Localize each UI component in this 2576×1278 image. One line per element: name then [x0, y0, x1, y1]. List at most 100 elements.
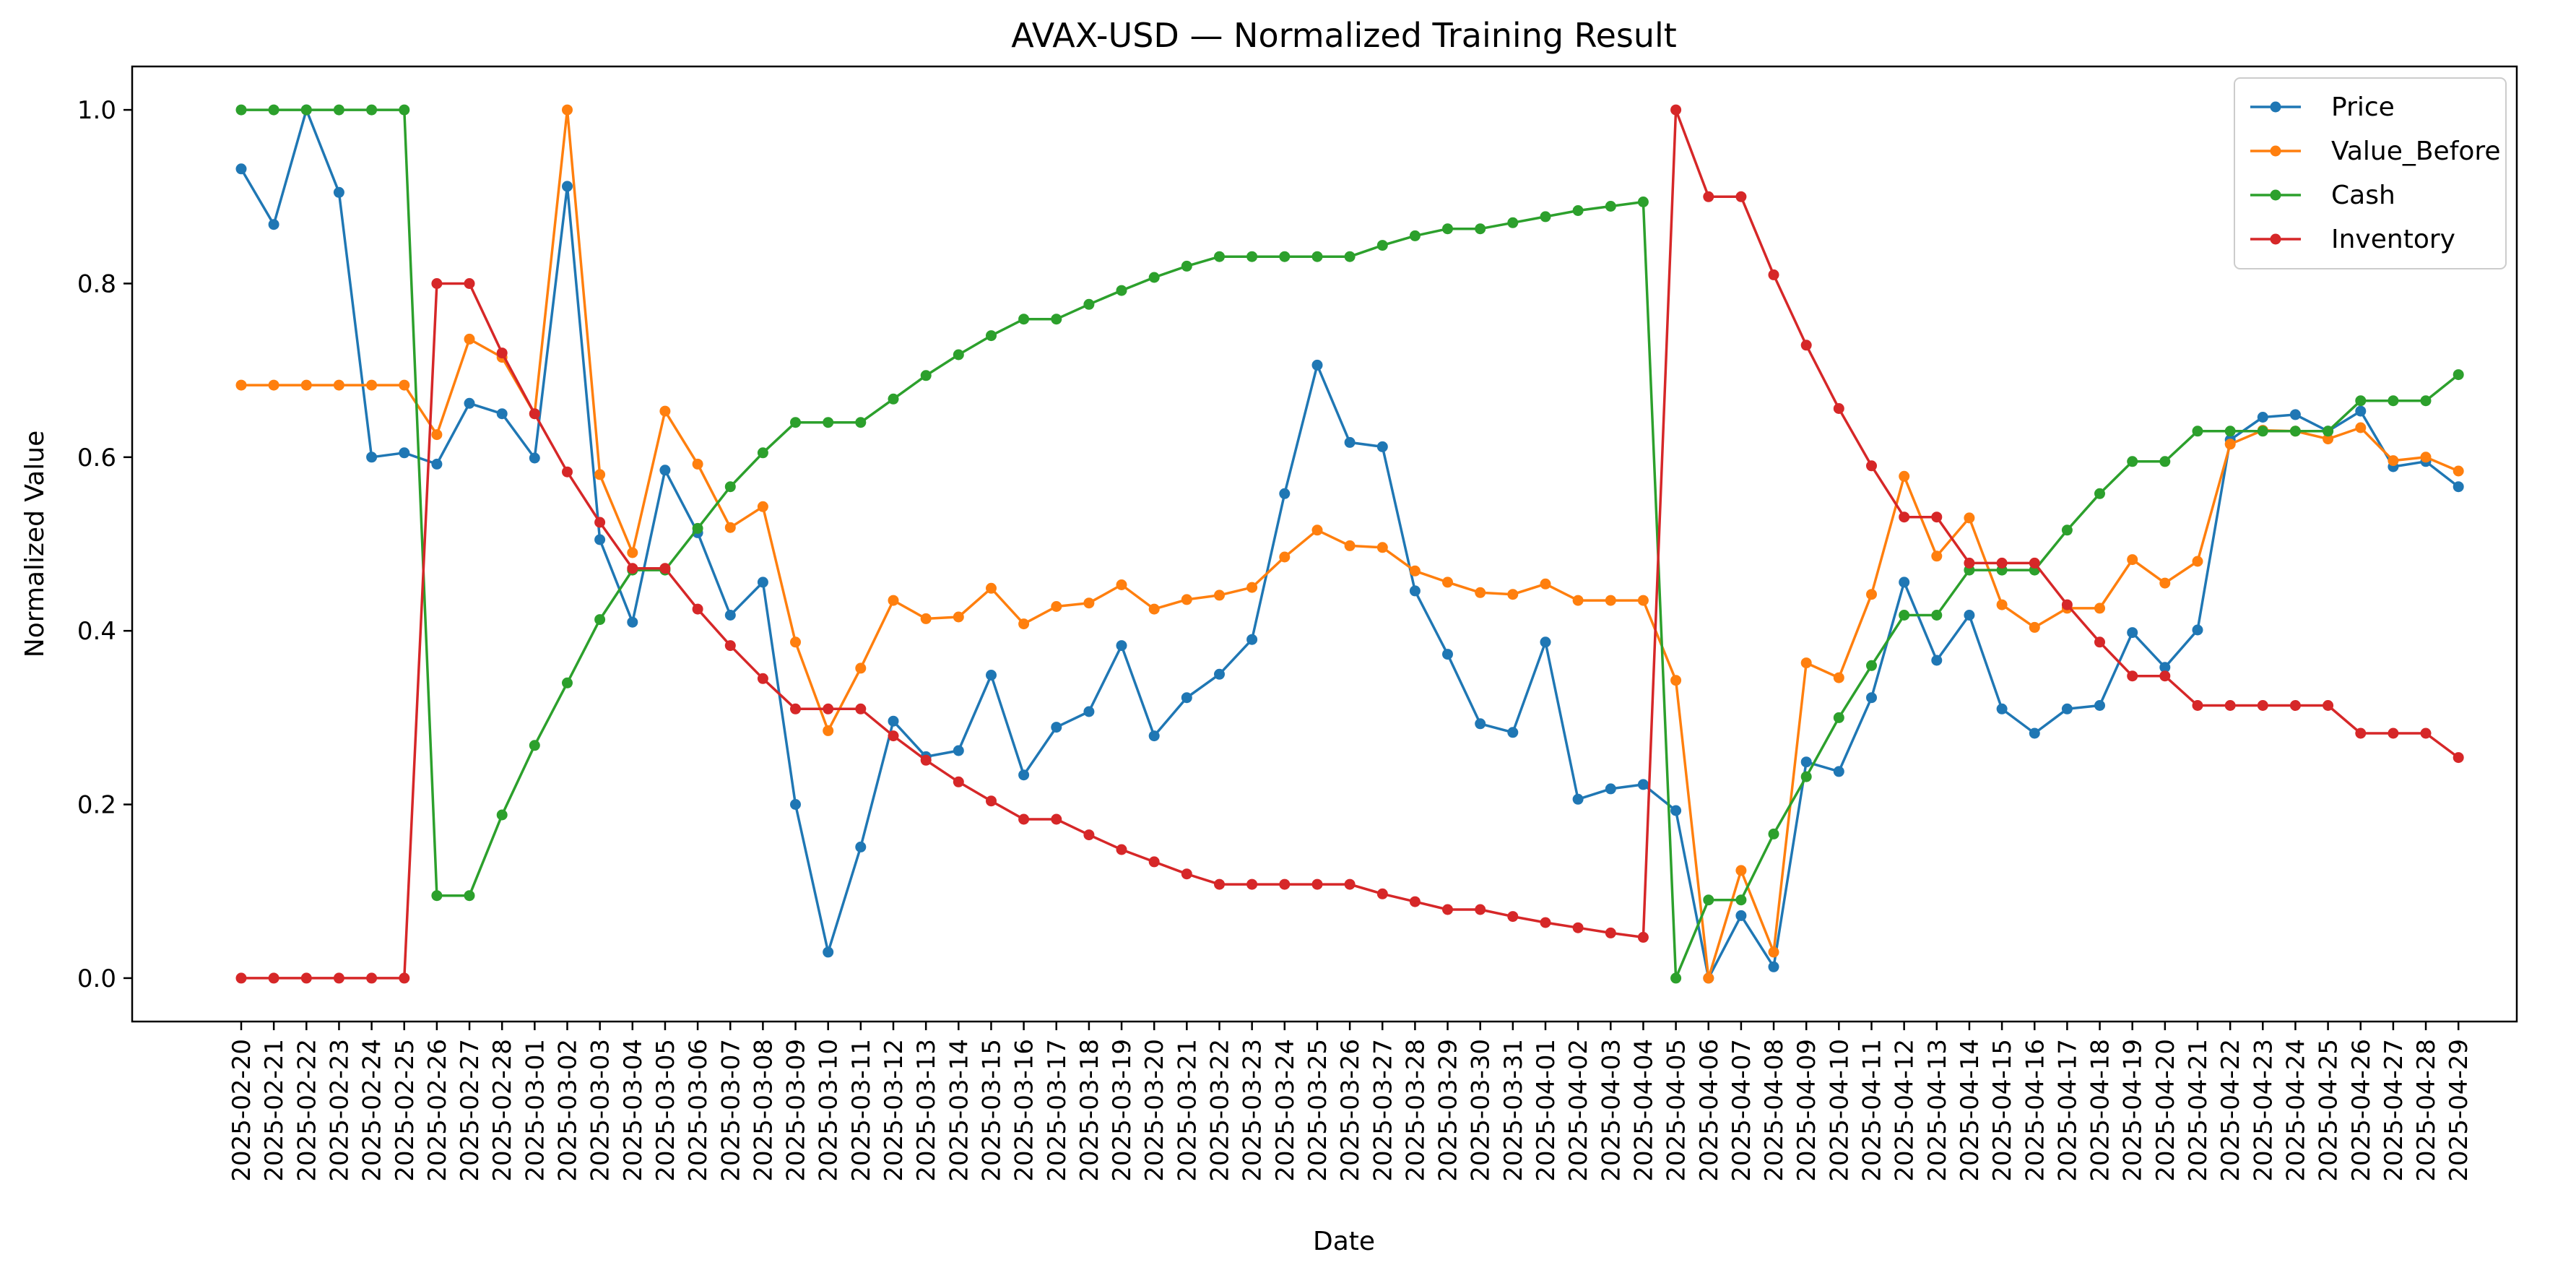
x-tick-label: 2025-03-10 — [815, 1039, 844, 1182]
data-point — [2257, 700, 2268, 711]
x-tick-label: 2025-04-10 — [1825, 1039, 1854, 1182]
data-point — [2224, 426, 2236, 437]
data-point — [2289, 409, 2301, 420]
y-tick-label: 0.8 — [77, 269, 116, 298]
data-point — [1181, 692, 1192, 704]
data-point — [1507, 727, 1519, 738]
y-tick-label: 0.2 — [77, 791, 116, 820]
x-tick-label: 2025-03-20 — [1140, 1039, 1169, 1182]
data-point — [1116, 844, 1127, 855]
data-point — [1800, 771, 1812, 782]
data-point — [333, 379, 344, 391]
data-point — [1311, 524, 1323, 536]
data-point — [1670, 675, 1682, 686]
data-point — [1214, 251, 1225, 262]
x-tick-label: 2025-04-19 — [2119, 1039, 2148, 1182]
data-point — [953, 349, 964, 360]
data-point — [2192, 426, 2203, 437]
data-point — [1637, 779, 1649, 790]
data-point — [562, 466, 573, 478]
x-tick-label: 2025-03-03 — [586, 1039, 615, 1182]
data-point — [399, 379, 410, 391]
y-tick-label: 1.0 — [77, 96, 116, 125]
data-point — [1148, 272, 1160, 283]
x-tick-label: 2025-03-13 — [912, 1039, 941, 1182]
data-point — [659, 405, 671, 417]
x-tick-label: 2025-04-18 — [2086, 1039, 2115, 1182]
data-point — [627, 547, 638, 558]
x-tick-label: 2025-04-12 — [1891, 1039, 1920, 1182]
series-price — [235, 104, 2464, 984]
y-tick-label: 0.0 — [77, 964, 116, 993]
x-tick-label: 2025-02-23 — [325, 1039, 354, 1182]
data-point — [2029, 557, 2040, 569]
data-point — [1507, 217, 1519, 228]
data-point — [888, 393, 899, 405]
data-point — [855, 703, 867, 714]
data-point — [1376, 888, 1388, 899]
data-point — [1116, 579, 1127, 590]
data-point — [1833, 403, 1844, 414]
data-point — [529, 740, 540, 751]
x-tick-label: 2025-04-13 — [1923, 1039, 1952, 1182]
data-point — [268, 219, 279, 230]
plot-content — [235, 104, 2464, 984]
data-point — [300, 972, 312, 984]
data-point — [399, 972, 410, 984]
x-tick-label: 2025-04-03 — [1597, 1039, 1626, 1182]
legend-marker — [2270, 233, 2281, 245]
x-tick-label: 2025-03-31 — [1499, 1039, 1528, 1182]
x-tick-label: 2025-03-15 — [977, 1039, 1006, 1182]
data-point — [2029, 621, 2040, 633]
x-tick-label: 2025-03-19 — [1108, 1039, 1137, 1182]
data-point — [496, 408, 508, 420]
x-tick-label: 2025-04-14 — [1956, 1039, 1985, 1182]
x-tick-label: 2025-03-02 — [554, 1039, 583, 1182]
x-tick-label: 2025-04-15 — [1988, 1039, 2017, 1182]
data-point — [2289, 700, 2301, 711]
x-tick-label: 2025-03-12 — [880, 1039, 908, 1182]
x-axis: 2025-02-20 2025-02-21 2025-02-22 2025-02-23… — [227, 1022, 2473, 1182]
data-point — [1996, 599, 2008, 610]
data-point — [464, 278, 475, 289]
x-tick-label: 2025-04-26 — [2347, 1039, 2376, 1182]
data-point — [1246, 878, 1258, 890]
data-point — [1540, 211, 1551, 223]
data-point — [790, 703, 801, 714]
data-point — [888, 715, 899, 727]
data-point — [1181, 260, 1192, 272]
x-tick-label: 2025-04-09 — [1792, 1039, 1821, 1182]
data-point — [757, 673, 768, 684]
data-point — [1246, 251, 1258, 262]
data-point — [1670, 805, 1682, 816]
data-point — [1475, 718, 1486, 730]
data-point — [2355, 422, 2367, 433]
data-point — [2061, 703, 2073, 714]
data-point — [1507, 911, 1519, 923]
data-point — [1735, 191, 1747, 202]
x-tick-label: 2025-03-07 — [716, 1039, 745, 1182]
data-point — [431, 278, 443, 289]
data-point — [1051, 314, 1062, 325]
data-point — [1605, 201, 1616, 212]
data-point — [366, 972, 378, 984]
data-point — [562, 104, 573, 116]
x-tick-label: 2025-02-28 — [488, 1039, 517, 1182]
data-point — [1376, 542, 1388, 553]
data-point — [2127, 627, 2138, 639]
x-tick-label: 2025-04-25 — [2315, 1039, 2343, 1182]
data-point — [1018, 813, 1030, 825]
data-point — [1833, 672, 1844, 683]
data-point — [1475, 904, 1486, 915]
x-tick-label: 2025-03-06 — [684, 1039, 713, 1182]
data-point — [1018, 769, 1030, 781]
series-value-before — [235, 104, 2464, 984]
x-tick-label: 2025-03-24 — [1271, 1039, 1300, 1182]
data-point — [300, 379, 312, 391]
data-point — [431, 890, 443, 902]
legend-label: Cash — [2331, 181, 2395, 210]
data-point — [1279, 251, 1291, 262]
data-point — [562, 677, 573, 688]
data-point — [1768, 269, 1779, 280]
data-point — [268, 972, 279, 984]
